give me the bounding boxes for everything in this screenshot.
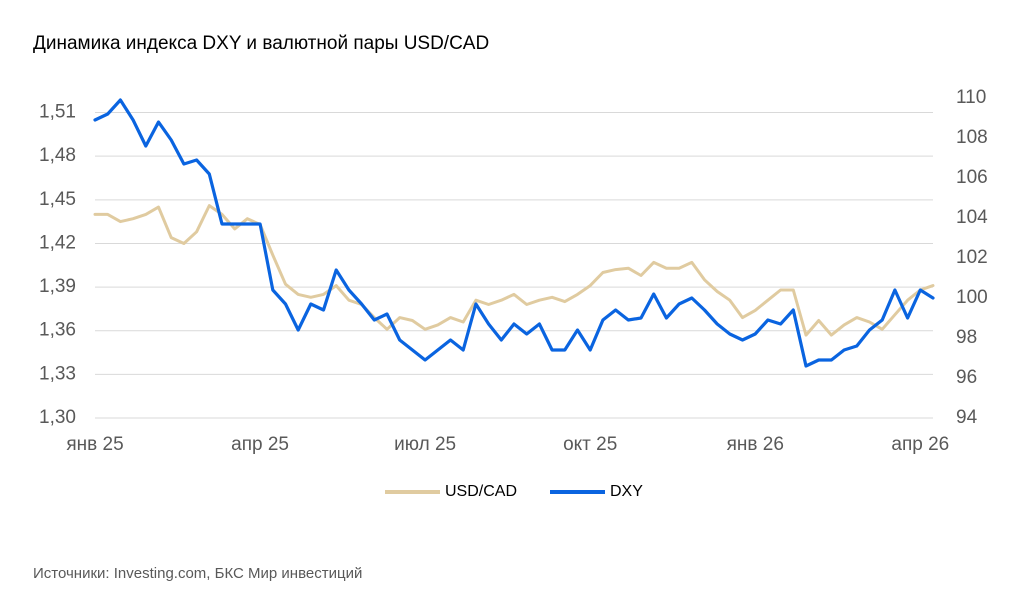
- y-tick-label: 1,42: [39, 232, 76, 253]
- chart-title: Динамика индекса DXY и валютной пары USD…: [33, 33, 489, 54]
- y-tick-label: 1,39: [39, 276, 76, 297]
- x-tick-label: апр 26: [891, 434, 949, 455]
- y2-tick-label: 102: [956, 247, 988, 268]
- x-tick-label: окт 25: [563, 434, 617, 455]
- y2-tick-label: 96: [956, 367, 977, 388]
- y-tick-label: 1,48: [39, 145, 76, 166]
- x-tick-label: янв 25: [66, 434, 123, 455]
- y2-tick-label: 104: [956, 207, 988, 228]
- y2-tick-label: 100: [956, 287, 988, 308]
- y2-tick-label: 110: [956, 87, 986, 108]
- series-line: [93, 204, 935, 337]
- x-tick-label: апр 25: [231, 434, 289, 455]
- legend-label: USD/CAD: [445, 483, 517, 500]
- y-tick-label: 1,30: [39, 407, 76, 428]
- legend-label: DXY: [610, 483, 643, 500]
- y-tick-label: 1,33: [39, 363, 76, 384]
- y-tick-label: 1,51: [39, 102, 76, 123]
- y2-tick-label: 94: [956, 407, 978, 428]
- x-tick-label: янв 26: [727, 434, 784, 455]
- y2-tick-label: 108: [956, 127, 988, 148]
- y-tick-label: 1,45: [39, 189, 76, 210]
- x-tick-label: июл 25: [394, 434, 456, 455]
- source-note: Источники: Investing.com, БКС Мир инвест…: [33, 565, 362, 582]
- y-tick-label: 1,36: [39, 320, 76, 341]
- series-line: [93, 98, 935, 368]
- y2-tick-label: 98: [956, 327, 977, 348]
- y2-tick-label: 106: [956, 167, 988, 188]
